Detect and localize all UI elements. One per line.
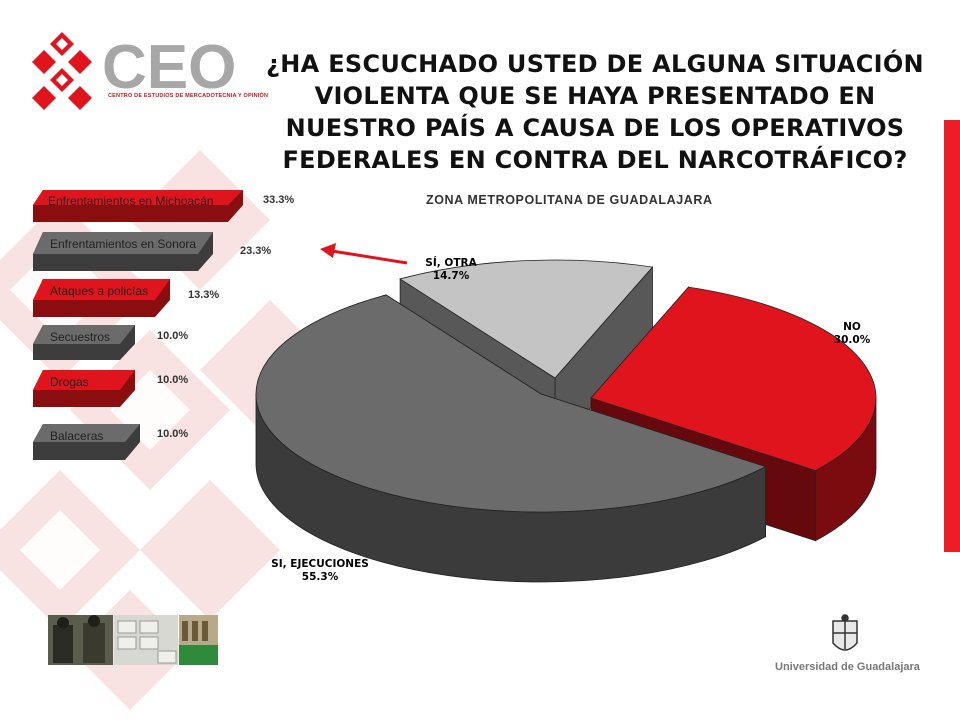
- news-photo-strip: [48, 615, 218, 665]
- pie-slice: [255, 294, 767, 513]
- pie-slice-value: 30.0%: [834, 334, 871, 346]
- pie-slice: [590, 286, 877, 472]
- pie-slice-label: NO: [843, 321, 861, 333]
- ribbon-4: [33, 325, 135, 360]
- pie-tops: [255, 259, 877, 513]
- arrow-line: [331, 249, 408, 265]
- sub-value-6: 10.0%: [157, 428, 189, 440]
- university-name: Universidad de Guadalajara: [775, 661, 920, 673]
- page-title: ¿HA ESCUCHADO USTED DE ALGUNA SITUACIÓN …: [266, 50, 924, 174]
- ribbon-3: [33, 279, 170, 317]
- sub-value-1: 33.3%: [263, 194, 295, 206]
- pie-slice: [399, 259, 654, 379]
- chart-subtitle: ZONA METROPOLITANA DE GUADALAJARA: [426, 193, 713, 207]
- pie-slice-value: 55.3%: [302, 571, 339, 583]
- ceo-logo-text: CEO: [102, 33, 236, 102]
- universidad-de-guadalajara-logo: [832, 614, 858, 651]
- ribbon-6: [33, 424, 140, 460]
- ceo-logo-subtitle: CENTRO DE ESTUDIOS DE MERCADOTECNIA Y OP…: [108, 93, 269, 99]
- sub-label-1: Enfrentamientos en Michoacán: [48, 194, 214, 208]
- sub-label-5: Drogas: [50, 375, 89, 389]
- sub-value-5: 10.0%: [157, 374, 189, 386]
- sub-label-4: Secuestros: [50, 330, 111, 344]
- ribbon-1: [33, 190, 243, 222]
- pie-slice-value: 14.7%: [433, 270, 470, 282]
- sub-label-2: Enfrentamientos en Sonora: [50, 237, 197, 251]
- sub-value-3: 13.3%: [188, 289, 220, 301]
- pie-slice-label: SI, EJECUCIONES: [271, 558, 369, 570]
- ribbon-5: [33, 370, 135, 407]
- arrow-head-icon: [320, 243, 336, 258]
- sub-label-6: Balaceras: [50, 429, 104, 443]
- ribbon-2: [33, 232, 213, 271]
- sub-value-2: 23.3%: [240, 245, 272, 257]
- accent-bar: [944, 120, 960, 552]
- pie-slice-label: SÍ, OTRA: [425, 256, 477, 269]
- sub-value-4: 10.0%: [157, 330, 189, 342]
- ceo-logo: CEO: [32, 32, 236, 110]
- sub-label-3: Ataques a policías: [50, 284, 149, 298]
